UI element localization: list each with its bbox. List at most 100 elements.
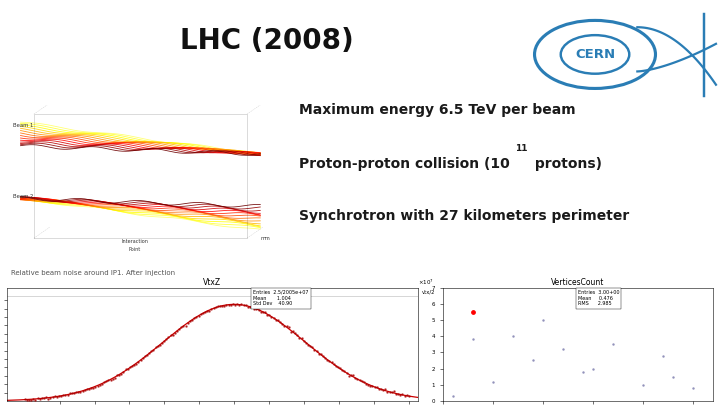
- Point: [259, 309, 271, 315]
- Point: [32, 394, 43, 401]
- Point: [130, 361, 142, 367]
- Point: [264, 312, 275, 318]
- Point: [88, 384, 99, 391]
- Point: [154, 342, 166, 348]
- Point: [607, 341, 618, 347]
- Point: [137, 355, 148, 361]
- Point: [218, 303, 230, 309]
- Point: [75, 388, 86, 395]
- Point: [358, 379, 369, 386]
- Point: [326, 359, 338, 366]
- Point: [279, 323, 290, 329]
- Text: Entries  2.5/2005e+07
Mean       1.004
Std Dev    40.90: Entries 2.5/2005e+07 Mean 1.004 Std Dev …: [253, 290, 309, 307]
- Title: VtxZ: VtxZ: [203, 278, 222, 287]
- Point: [150, 344, 161, 351]
- Point: [231, 301, 243, 307]
- Point: [30, 397, 41, 404]
- Point: [206, 306, 217, 312]
- Point: [145, 348, 157, 354]
- Point: [366, 383, 378, 389]
- Point: [309, 347, 320, 353]
- Point: [45, 394, 56, 401]
- Point: [246, 304, 258, 310]
- Point: [255, 309, 266, 315]
- Point: [99, 379, 110, 386]
- Point: [128, 362, 140, 368]
- Point: [122, 366, 133, 372]
- Point: [92, 383, 104, 389]
- Point: [197, 310, 209, 316]
- Point: [189, 315, 200, 321]
- Point: [447, 393, 459, 399]
- Point: [401, 392, 413, 399]
- Point: [103, 377, 114, 383]
- Point: [467, 309, 479, 315]
- Point: [180, 322, 192, 329]
- Point: [148, 347, 159, 354]
- Point: [285, 328, 297, 335]
- Point: [351, 376, 363, 382]
- Point: [165, 331, 176, 338]
- Point: [111, 371, 122, 378]
- Point: [266, 314, 277, 321]
- Point: [281, 323, 292, 330]
- Text: Entries  3.00+00
Mean     0.476
RMS      2.985: Entries 3.00+00 Mean 0.476 RMS 2.985: [577, 290, 619, 307]
- Point: [101, 377, 112, 384]
- Point: [156, 339, 168, 346]
- Point: [397, 391, 408, 397]
- Point: [261, 311, 273, 318]
- Point: [55, 393, 67, 400]
- Point: [382, 389, 393, 396]
- Point: [161, 335, 172, 342]
- Point: [176, 324, 187, 330]
- Point: [395, 391, 406, 398]
- Point: [222, 301, 234, 308]
- Point: [272, 317, 284, 323]
- Point: [36, 395, 48, 401]
- Point: [23, 396, 35, 403]
- Point: [240, 302, 251, 309]
- Point: [229, 301, 240, 308]
- Point: [53, 393, 65, 400]
- Point: [184, 318, 196, 324]
- Point: [49, 393, 60, 399]
- Point: [202, 308, 213, 314]
- Point: [34, 396, 45, 402]
- Point: [403, 393, 415, 399]
- Point: [330, 362, 342, 369]
- Point: [60, 391, 71, 398]
- Text: Beam 2: Beam 2: [12, 194, 33, 199]
- Point: [193, 313, 204, 319]
- Point: [107, 375, 118, 382]
- Point: [577, 369, 588, 375]
- Text: protons): protons): [530, 157, 602, 171]
- Point: [251, 306, 262, 312]
- Point: [305, 343, 316, 349]
- Point: [204, 307, 215, 314]
- Point: [27, 395, 39, 402]
- Point: [349, 374, 361, 381]
- Point: [467, 336, 479, 343]
- Point: [139, 353, 150, 360]
- Point: [77, 388, 89, 394]
- Point: [377, 386, 389, 393]
- Point: [215, 303, 226, 309]
- Point: [38, 395, 50, 402]
- Point: [64, 390, 76, 396]
- Point: [208, 305, 220, 311]
- Text: Interaction: Interaction: [122, 239, 148, 244]
- Point: [42, 396, 54, 402]
- Point: [268, 315, 279, 321]
- Point: [71, 389, 82, 395]
- Point: [174, 326, 185, 332]
- Point: [373, 386, 384, 392]
- Point: [109, 374, 120, 381]
- Point: [257, 308, 269, 315]
- Text: Synchrotron with 27 kilometers perimeter: Synchrotron with 27 kilometers perimeter: [299, 209, 629, 224]
- Point: [324, 358, 336, 364]
- Point: [298, 338, 310, 344]
- Point: [347, 372, 359, 379]
- Point: [364, 383, 376, 389]
- Point: [356, 378, 367, 385]
- Point: [332, 364, 343, 371]
